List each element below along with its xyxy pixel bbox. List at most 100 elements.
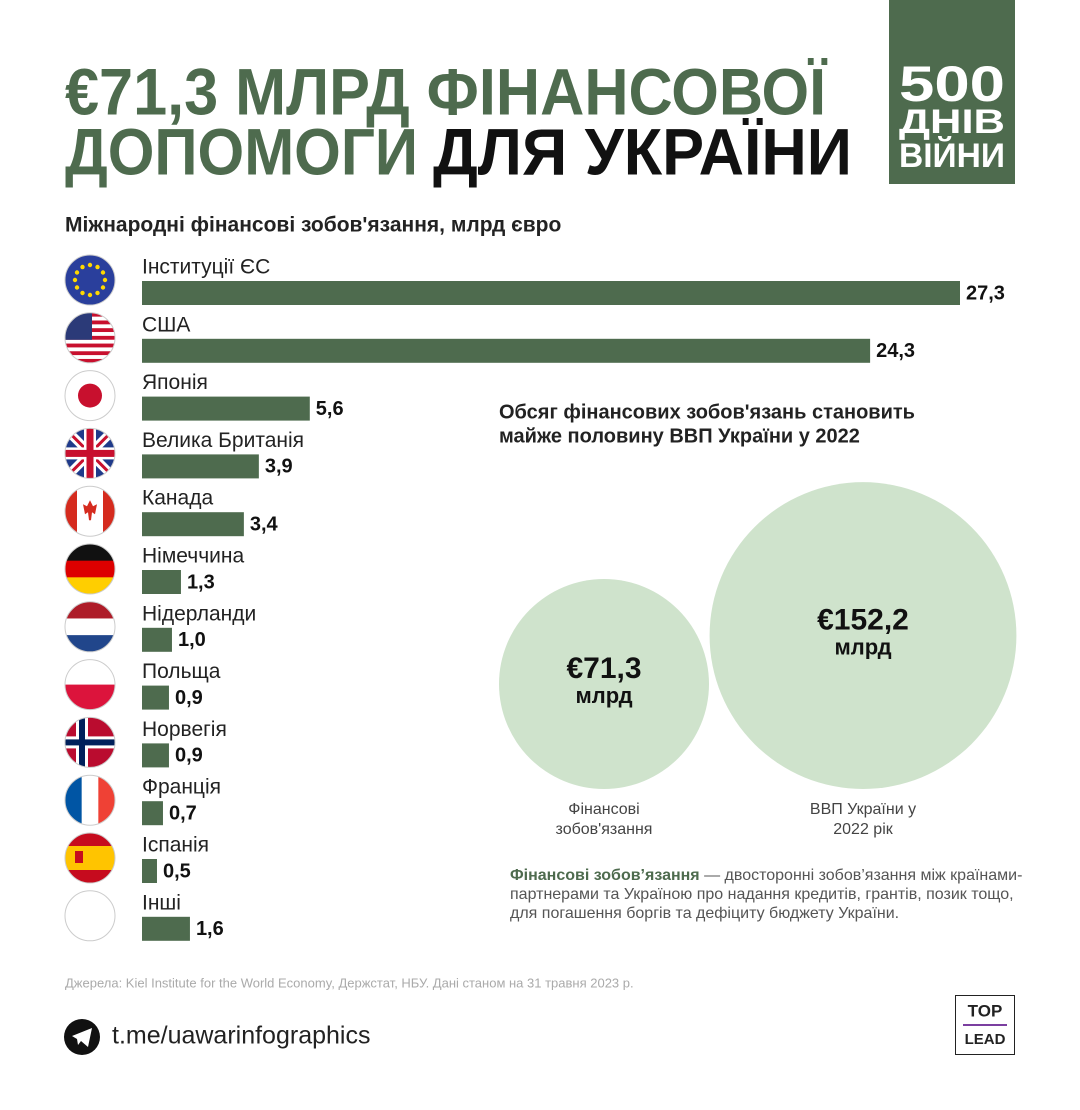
flag-part — [75, 851, 83, 863]
category-label: Німеччина — [142, 545, 244, 568]
flag-part — [87, 262, 93, 268]
title-word: ДОПОМОГИ — [65, 114, 418, 188]
value-label: 5,6 — [316, 398, 344, 420]
flag-border — [64, 485, 116, 537]
flag-part — [74, 270, 80, 275]
flag-part — [65, 343, 115, 348]
value-label: 0,9 — [175, 687, 203, 709]
bar — [142, 916, 190, 941]
flag-border — [64, 601, 116, 653]
value-label: 1,0 — [178, 629, 206, 651]
flag-part — [65, 618, 115, 636]
flag-part — [65, 486, 77, 537]
category-label: Норвегія — [142, 718, 227, 741]
flag — [65, 890, 115, 941]
note-term: Фінансові зобов’язання — [510, 867, 700, 884]
badge-text: ВІЙНИ — [899, 136, 1005, 175]
flag-part — [65, 351, 115, 356]
flag-part — [74, 285, 80, 290]
value-label: 0,7 — [169, 802, 197, 824]
value-label: 3,4 — [250, 513, 279, 535]
bar — [142, 281, 960, 305]
value-label: 1,6 — [196, 918, 224, 940]
category-label: США — [142, 313, 190, 336]
bubble-caption: Фінансові зобов'язання — [555, 801, 653, 838]
flag-part — [65, 347, 115, 352]
category-label: Франція — [142, 776, 221, 799]
value-label: 0,9 — [175, 745, 203, 767]
flag-part — [65, 339, 115, 344]
flag-border — [64, 716, 116, 768]
bar — [142, 685, 169, 710]
note: Фінансові зобов’язання — двосторонні зоб… — [510, 866, 1025, 923]
flag-part — [80, 264, 85, 270]
title-word: ДЛЯ УКРАЇНИ — [433, 114, 852, 188]
flag-part — [65, 449, 115, 457]
category-label: Канада — [142, 487, 213, 510]
flag-part — [78, 383, 102, 408]
title-line: €71,3 МЛРД ФІНАНСОВОЇ — [65, 54, 828, 128]
flag-part — [65, 358, 115, 363]
flag-border — [64, 659, 116, 711]
bar — [142, 338, 871, 363]
category-label: Велика Британія — [142, 429, 304, 452]
flag-part — [65, 635, 115, 652]
flag-border — [64, 427, 116, 479]
flag-part — [83, 500, 97, 521]
flag-part — [81, 775, 99, 826]
badge — [889, 0, 1015, 184]
logo-text: TOP — [968, 1001, 1003, 1020]
flag — [65, 601, 115, 652]
link[interactable]: t.me/uawarinfographics — [112, 1022, 370, 1050]
flag-part — [80, 290, 85, 296]
flag — [65, 544, 115, 594]
flag-part — [95, 290, 100, 296]
category-label: Японія — [142, 371, 208, 394]
bar — [142, 396, 310, 421]
bubble — [499, 579, 709, 789]
bubble-unit: млрд — [834, 634, 891, 659]
value-label: 0,5 — [163, 860, 191, 882]
flag-part — [72, 277, 78, 283]
category-label: Польща — [142, 660, 221, 683]
flag-part — [95, 264, 100, 270]
flag-part — [65, 577, 115, 594]
category-label: Інші — [142, 891, 181, 914]
bubble-title: майже половину ВВП України у 2022 — [499, 425, 860, 447]
flag — [65, 486, 115, 537]
badge-text: 500 — [899, 56, 1005, 112]
bar — [142, 627, 172, 652]
note-text: — двосторонні зобов’язання між країнами-… — [510, 867, 1023, 922]
flag-part — [65, 890, 115, 941]
bubble-title: Обсяг фінансових зобов'язань становить — [499, 401, 915, 423]
flag-part — [65, 560, 115, 578]
category-label: Інституції ЄС — [142, 256, 270, 279]
value-label: 24,3 — [876, 340, 915, 362]
flag-border — [64, 890, 116, 942]
badge-text: ДНІВ — [899, 103, 1005, 141]
flag — [65, 659, 115, 710]
flag-part — [98, 775, 115, 826]
bar — [142, 570, 181, 594]
flag-border — [64, 370, 116, 422]
value-label: 3,9 — [265, 456, 293, 478]
flag-part — [102, 277, 108, 283]
flag-border — [64, 774, 116, 826]
bar-chart-title: Міжнародні фінансові зобов'язання, млрд … — [65, 214, 561, 237]
flag-border — [64, 832, 116, 884]
flag — [65, 370, 115, 421]
flag-border — [64, 254, 116, 306]
bar — [142, 512, 244, 537]
bar — [142, 454, 259, 479]
bubble-value: €152,2 — [817, 604, 909, 637]
bubble — [709, 482, 1017, 789]
flag-part — [65, 355, 115, 360]
flag-part — [87, 292, 93, 298]
flag — [65, 255, 115, 305]
flag-part — [65, 775, 83, 826]
flag — [65, 312, 115, 363]
source: Джерела: Kiel Institute for the World Ec… — [65, 975, 634, 990]
flag-part — [65, 739, 115, 746]
